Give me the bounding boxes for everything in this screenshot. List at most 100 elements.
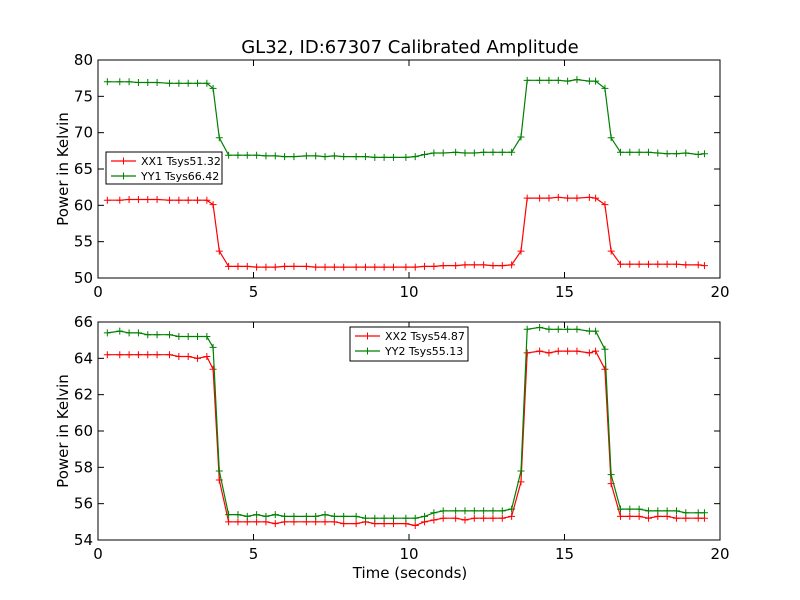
- legend-box: [105, 151, 223, 185]
- data-point: [607, 134, 615, 142]
- data-point: [644, 507, 652, 515]
- data-point: [253, 263, 261, 271]
- series-line: [107, 196, 705, 268]
- data-point: [234, 151, 242, 159]
- data-point: [144, 331, 152, 339]
- data-point: [439, 262, 447, 270]
- data-point: [452, 148, 460, 156]
- data-point: [184, 196, 192, 204]
- data-point: [209, 201, 217, 209]
- data-point: [573, 194, 581, 202]
- data-point: [225, 511, 233, 519]
- data-point: [523, 76, 531, 84]
- data-point: [626, 260, 634, 268]
- data-point: [601, 84, 609, 92]
- data-point: [389, 263, 397, 271]
- data-point: [682, 261, 690, 269]
- data-point: [592, 327, 600, 335]
- data-point: [215, 247, 223, 255]
- data-point: [626, 512, 634, 520]
- data-point: [607, 471, 615, 479]
- legend-entry: YY2 Tsys55.13: [355, 345, 463, 358]
- data-point: [380, 263, 388, 271]
- data-point: [116, 327, 124, 335]
- data-point: [461, 261, 469, 269]
- data-point: [302, 512, 310, 520]
- data-point: [352, 512, 360, 520]
- data-point: [302, 262, 310, 270]
- data-point: [262, 512, 270, 520]
- data-point: [663, 260, 671, 268]
- x-tick-label: 0: [93, 545, 103, 563]
- series-line: [107, 326, 705, 519]
- data-point: [209, 343, 217, 351]
- data-point: [103, 196, 111, 204]
- data-point: [380, 514, 388, 522]
- data-point: [253, 511, 261, 519]
- data-point: [498, 514, 506, 522]
- legend-label: YY2 Tsys55.13: [384, 345, 463, 358]
- y-tick-label: 62: [74, 386, 93, 404]
- data-point: [144, 351, 152, 359]
- series-xx2: [103, 347, 708, 529]
- data-point: [585, 193, 593, 201]
- data-point: [700, 509, 708, 517]
- y-tick-label: 54: [74, 531, 93, 549]
- legend-marker: [364, 347, 371, 355]
- data-point: [616, 260, 624, 268]
- data-point: [439, 149, 447, 157]
- data-point: [243, 262, 251, 270]
- legend: XX2 Tsys54.87 YY2 Tsys55.13: [349, 326, 469, 362]
- data-point: [209, 84, 217, 92]
- data-point: [672, 514, 680, 522]
- data-point: [253, 151, 261, 159]
- data-point: [389, 153, 397, 161]
- data-point: [508, 148, 516, 156]
- data-point: [134, 196, 142, 204]
- data-point: [564, 347, 572, 355]
- data-point: [184, 79, 192, 87]
- data-point: [523, 349, 531, 357]
- data-point: [644, 260, 652, 268]
- series-xx1: [103, 193, 708, 271]
- data-point: [203, 353, 211, 361]
- data-point: [194, 79, 202, 87]
- data-point: [601, 201, 609, 209]
- data-point: [215, 134, 223, 142]
- data-point: [262, 152, 270, 160]
- data-point: [371, 263, 379, 271]
- data-point: [554, 347, 562, 355]
- data-point: [421, 512, 429, 520]
- data-point: [116, 351, 124, 359]
- data-point: [554, 325, 562, 333]
- data-point: [302, 152, 310, 160]
- data-point: [281, 153, 289, 161]
- data-point: [175, 79, 183, 87]
- data-point: [144, 79, 152, 87]
- x-tick-label: 10: [399, 545, 418, 563]
- data-point: [215, 467, 223, 475]
- data-point: [489, 514, 497, 522]
- data-point: [592, 77, 600, 85]
- data-point: [592, 347, 600, 355]
- data-point: [194, 196, 202, 204]
- legend-marker: [120, 157, 127, 165]
- data-point: [545, 349, 553, 357]
- data-point: [573, 76, 581, 84]
- data-point: [352, 520, 360, 528]
- data-point: [470, 149, 478, 157]
- y-tick-label: 75: [74, 87, 93, 105]
- data-point: [564, 325, 572, 333]
- data-point: [545, 194, 553, 202]
- data-point: [103, 78, 111, 86]
- y-tick-label: 60: [74, 196, 93, 214]
- data-point: [672, 507, 680, 515]
- data-point: [166, 79, 174, 87]
- data-point: [508, 505, 516, 513]
- x-axis-label: Time (seconds): [352, 564, 468, 582]
- data-point: [184, 333, 192, 341]
- data-point: [225, 151, 233, 159]
- data-point: [635, 512, 643, 520]
- data-point: [430, 509, 438, 517]
